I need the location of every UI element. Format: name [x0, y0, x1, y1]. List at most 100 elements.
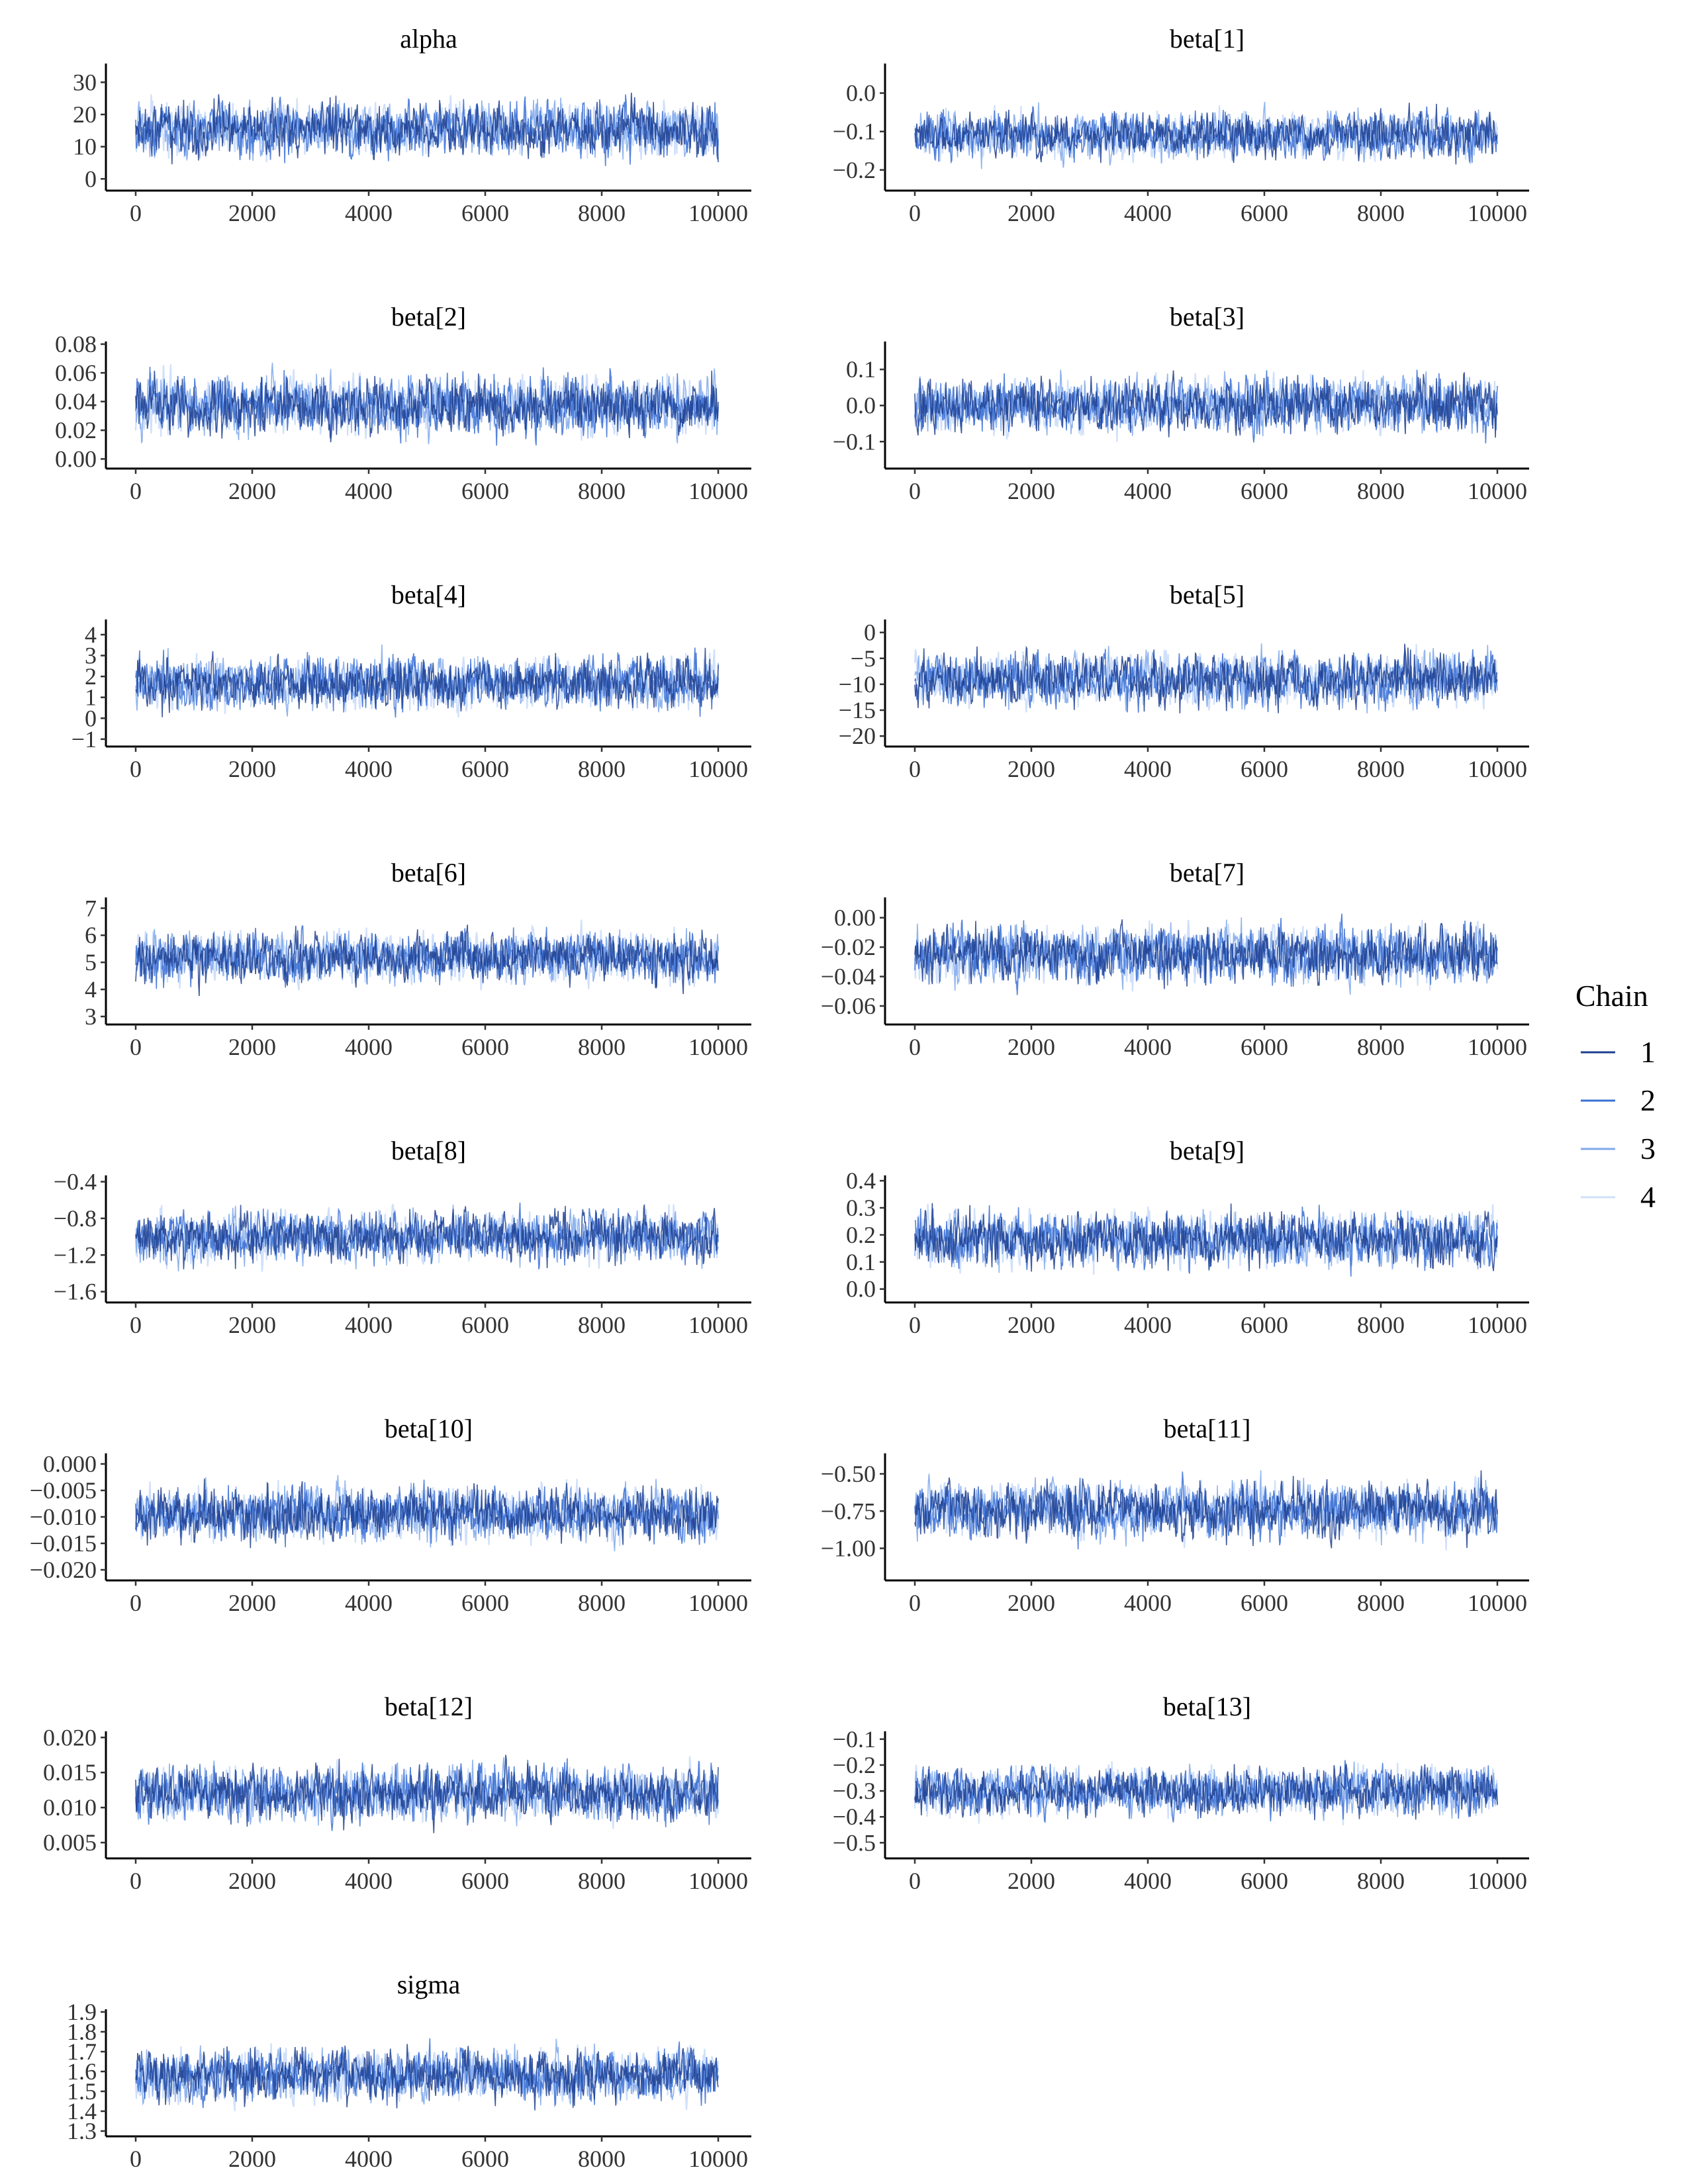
x-tick-label: 2000 [1008, 756, 1055, 782]
y-tick-label: −0.015 [30, 1530, 97, 1557]
panel-alpha: alpha 0 10 20 30 0 2000 4000 6000 8000 10000 [73, 24, 751, 226]
panel-title: beta[10] [385, 1414, 473, 1443]
y-tick-label: 0.0 [846, 1276, 876, 1302]
x-tick-label: 4000 [1124, 1034, 1172, 1060]
x-tick-label: 4000 [1124, 1868, 1172, 1894]
x-tick-label: 4000 [345, 1590, 393, 1616]
y-tick-label: 6 [85, 922, 97, 948]
panel-beta-9: beta[9] 0.00.10.20.30.4 0 2000 4000 6000 8000 1… [846, 1136, 1529, 1338]
x-tick-label: 2000 [1008, 200, 1055, 226]
x-tick-label: 6000 [461, 478, 509, 504]
x-tick-label: 6000 [461, 200, 509, 226]
panel-title: alpha [400, 24, 457, 54]
x-tick-label: 2000 [1008, 1868, 1055, 1894]
x-tick-label: 10000 [688, 1034, 748, 1060]
legend-item-3: 3 [1581, 1132, 1656, 1165]
y-tick-label: 7 [85, 895, 97, 921]
x-tick-label: 6000 [461, 1590, 509, 1616]
y-tick-label: 0.02 [55, 417, 97, 443]
panel-beta-1: beta[1] −0.2 −0.1 0.0 0 2000 4000 6000 8000 10000 [833, 24, 1529, 226]
x-tick-label: 8000 [1357, 478, 1405, 504]
panel-beta-7: beta[7] −0.06 −0.04 −0.02 0.00 0 2000 4000 6000 8… [821, 858, 1529, 1060]
x-tick-label: 2000 [228, 1034, 276, 1060]
legend: Chain 1 2 3 4 [1575, 979, 1656, 1214]
x-tick-label: 4000 [345, 1034, 393, 1060]
x-tick-label: 0 [130, 200, 142, 226]
y-tick-label: 0.04 [55, 388, 97, 415]
trace-chain-1 [135, 1479, 719, 1549]
x-tick-label: 10000 [688, 478, 748, 504]
y-tick-label: 1.9 [67, 1999, 97, 2025]
x-tick-label: 0 [130, 1868, 142, 1894]
y-tick-label: 3 [85, 643, 97, 669]
x-tick-label: 6000 [1241, 756, 1288, 782]
x-tick-label: 4000 [1124, 1312, 1172, 1338]
y-tick-label: 4 [85, 621, 97, 648]
legend-item-1: 1 [1581, 1035, 1656, 1069]
y-tick-label: −0.010 [30, 1504, 97, 1530]
trace-chain-1 [914, 643, 1498, 713]
panel-beta-12: beta[12] 0.005 0.010 0.015 0.020 0 2000 4000 600… [43, 1692, 751, 1894]
panel-beta-11: beta[11] −1.00 −0.75 −0.50 0 2000 4000 6000 8000… [821, 1414, 1529, 1616]
trace-chain-1 [135, 647, 719, 717]
panel-title: beta[1] [1170, 24, 1244, 54]
trace-chain-2 [914, 1760, 1498, 1823]
x-tick-label: 8000 [1357, 756, 1405, 782]
x-tick-label: 10000 [688, 2146, 748, 2172]
y-tick-label: 30 [73, 69, 97, 95]
x-tick-label: 2000 [228, 756, 276, 782]
x-tick-label: 2000 [228, 1590, 276, 1616]
x-tick-label: 8000 [1357, 1590, 1405, 1616]
panel-beta-8: beta[8] −1.6 −1.2 −0.8 −0.4 0 2000 4000 6000 8000… [54, 1136, 751, 1338]
y-tick-label: −0.3 [833, 1778, 876, 1804]
x-tick-label: 10000 [1468, 1312, 1527, 1338]
x-tick-label: 4000 [1124, 756, 1172, 782]
y-tick-label: −0.5 [833, 1829, 876, 1856]
y-tick-label: 0.1 [846, 356, 876, 383]
x-tick-label: 10000 [688, 200, 748, 226]
y-tick-label: −0.4 [833, 1803, 876, 1830]
y-tick-label: −0.1 [833, 118, 876, 145]
y-tick-label: −0.75 [821, 1498, 876, 1524]
x-tick-label: 6000 [461, 1868, 509, 1894]
y-tick-label: −20 [839, 723, 876, 749]
x-tick-label: 6000 [1241, 1312, 1288, 1338]
x-tick-label: 6000 [1241, 478, 1288, 504]
x-tick-label: 4000 [345, 756, 393, 782]
x-tick-label: 6000 [1241, 1034, 1288, 1060]
x-tick-label: 2000 [228, 478, 276, 504]
y-tick-label: −1.6 [54, 1279, 97, 1305]
y-tick-label: 20 [73, 101, 97, 128]
y-tick-label: 0.0 [846, 80, 876, 107]
legend-item-2: 2 [1581, 1083, 1656, 1117]
x-tick-label: 6000 [1241, 1590, 1288, 1616]
x-tick-label: 0 [130, 756, 142, 782]
x-tick-label: 6000 [461, 756, 509, 782]
trace-chain-1 [914, 1203, 1498, 1272]
x-tick-label: 0 [909, 200, 921, 226]
trace-chain-1 [135, 925, 719, 997]
y-tick-label: 0.005 [43, 1829, 97, 1856]
y-tick-label: −0.2 [833, 1752, 876, 1778]
panel-title: beta[5] [1170, 580, 1244, 610]
y-tick-label: 1.7 [67, 2038, 97, 2065]
y-tick-label: −1 [71, 726, 97, 752]
panel-beta-5: beta[5]−20−15−10−500 2000 4000 6000 8000 1000… [839, 580, 1529, 782]
x-tick-label: 8000 [578, 1034, 626, 1060]
legend-title: Chain [1575, 979, 1648, 1013]
y-tick-label: −0.2 [833, 157, 876, 183]
x-tick-label: 8000 [578, 756, 626, 782]
x-tick-label: 0 [909, 1868, 921, 1894]
x-tick-label: 8000 [578, 1590, 626, 1616]
x-tick-label: 0 [130, 2146, 142, 2172]
y-tick-label: −0.020 [30, 1557, 97, 1583]
y-tick-label: 0.08 [55, 331, 97, 357]
x-tick-label: 10000 [1468, 1034, 1527, 1060]
legend-label-2: 2 [1640, 1083, 1656, 1117]
y-tick-label: 0.00 [55, 445, 97, 472]
trace-chain-1 [135, 1204, 719, 1269]
